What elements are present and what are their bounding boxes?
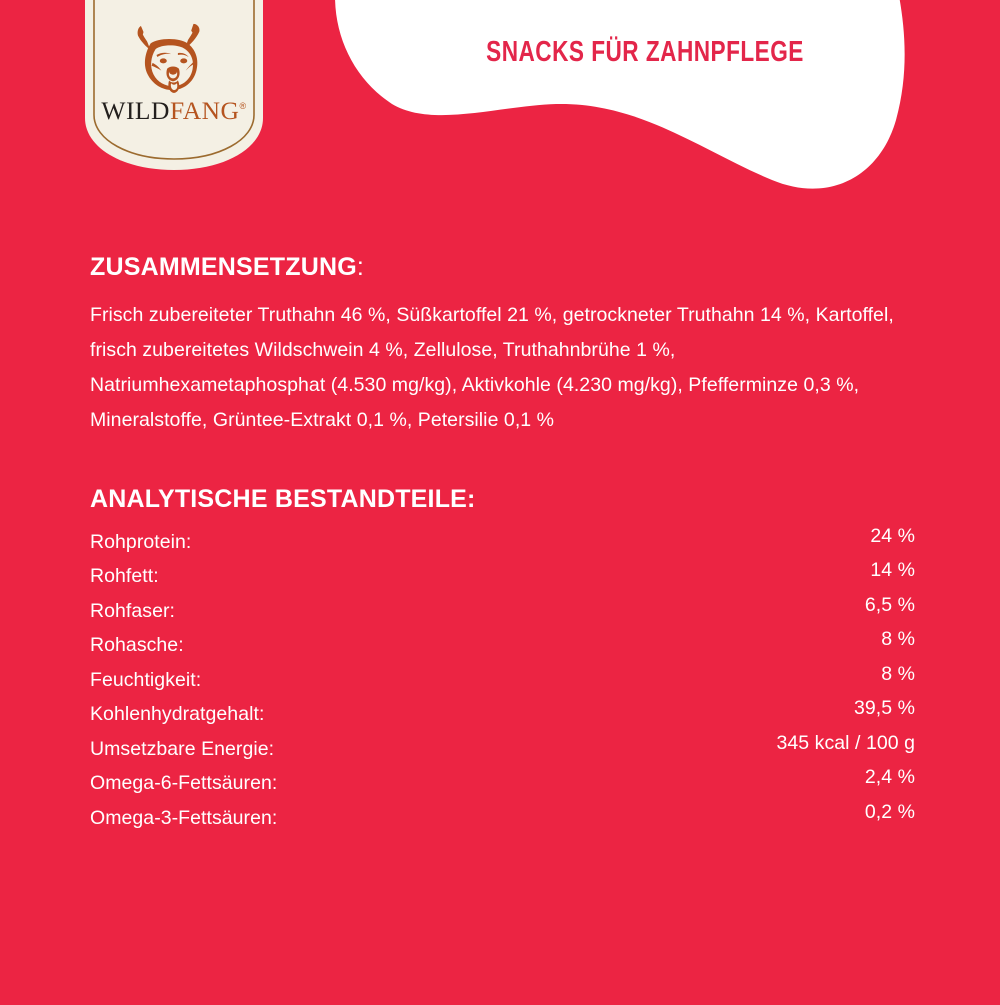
- row-label: Rohprotein:: [90, 530, 192, 553]
- registered-mark-icon: ®: [239, 101, 247, 111]
- row-value: 8 %: [881, 628, 915, 651]
- table-row: Umsetzbare Energie: 345 kcal / 100 g: [90, 732, 915, 767]
- composition-title: ZUSAMMENSETZUNG:: [90, 252, 920, 282]
- row-label: Umsetzbare Energie:: [90, 737, 275, 760]
- row-label: Omega-3-Fettsäuren:: [90, 806, 278, 829]
- brand-wordmark: WILDFANG®: [85, 96, 263, 126]
- row-value: 6,5 %: [864, 593, 915, 616]
- table-row: Omega-3-Fettsäuren: 0,2 %: [90, 801, 915, 836]
- analytical-title: ANALYTISCHE BESTANDTEILE:: [90, 485, 476, 513]
- wordmark-fang: FANG: [169, 96, 240, 125]
- row-value: 14 %: [870, 559, 915, 582]
- row-value: 24 %: [870, 524, 915, 547]
- table-row: Rohfett: 14 %: [90, 559, 915, 595]
- row-value: 345 kcal / 100 g: [776, 731, 915, 754]
- analytical-constituents-table: Rohprotein: 24 % Rohfett: 14 % Rohfaser:…: [90, 525, 915, 836]
- table-row: Rohprotein: 24 %: [90, 525, 915, 560]
- row-value: 0,2 %: [864, 800, 915, 823]
- product-info-panel: ZUSAMMENSETZUNG: Frisch zubereiteter Tru…: [90, 252, 920, 836]
- wolf-head-icon: [137, 23, 200, 94]
- table-row: Feuchtigkeit: 8 %: [90, 663, 915, 698]
- row-label: Rohasche:: [90, 634, 184, 657]
- row-label: Omega-6-Fettsäuren:: [90, 772, 278, 795]
- composition-title-text: ZUSAMMENSETZUNG: [90, 253, 357, 281]
- row-label: Rohfaser:: [90, 599, 175, 622]
- row-value: 8 %: [881, 662, 915, 685]
- analytical-table-body: Rohprotein: 24 % Rohfett: 14 % Rohfaser:…: [90, 525, 915, 836]
- page-headline: SNACKS FÜR ZAHNPFLEGE: [486, 36, 804, 68]
- table-row: Rohasche: 8 %: [90, 628, 915, 664]
- row-label: Kohlenhydratgehalt:: [90, 703, 265, 726]
- table-row: Omega-6-Fettsäuren: 2,4 %: [90, 766, 915, 802]
- table-row: Kohlenhydratgehalt: 39,5 %: [90, 697, 915, 733]
- composition-text: Frisch zubereiteter Truthahn 46 %, Süßka…: [90, 304, 894, 431]
- row-label: Feuchtigkeit:: [90, 668, 202, 691]
- wordmark-wild: WILD: [101, 96, 170, 125]
- table-row: Rohfaser: 6,5 %: [90, 594, 915, 629]
- brand-logo: WILDFANG®: [85, 0, 263, 174]
- composition-title-colon: :: [356, 253, 365, 281]
- row-value: 39,5 %: [853, 697, 915, 720]
- row-value: 2,4 %: [864, 766, 915, 789]
- row-label: Rohfett:: [90, 565, 159, 588]
